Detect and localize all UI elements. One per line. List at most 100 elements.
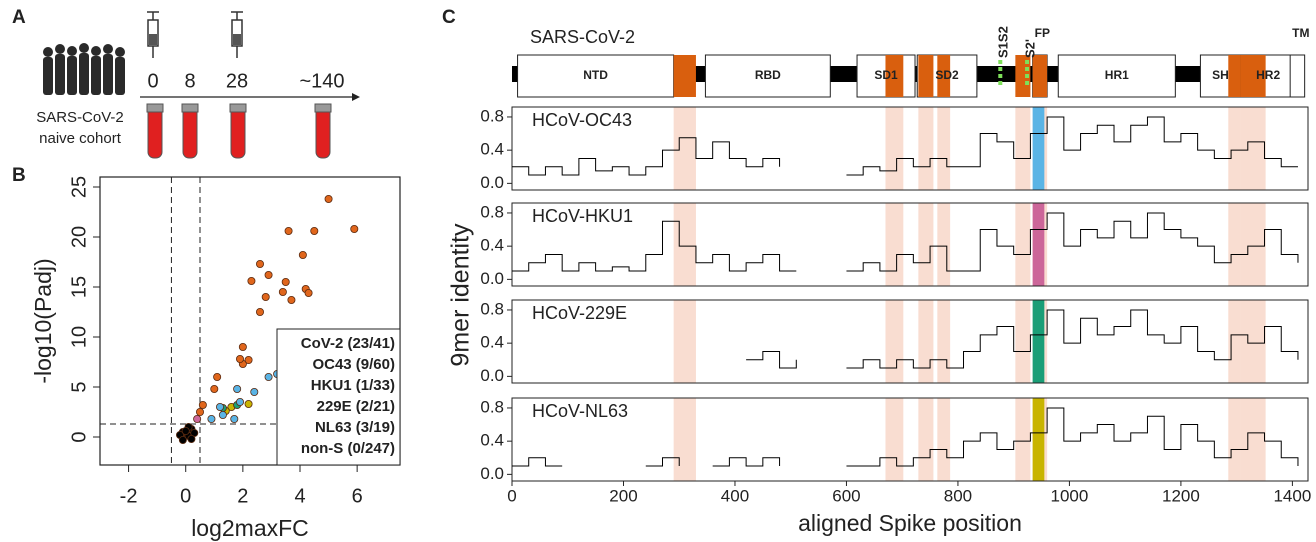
syringe-icon bbox=[147, 11, 243, 58]
region-band bbox=[937, 398, 951, 481]
panel-label: C bbox=[442, 7, 456, 28]
point bbox=[281, 277, 290, 286]
region-band bbox=[1240, 107, 1266, 190]
point bbox=[193, 414, 202, 423]
region-band bbox=[885, 203, 904, 286]
point bbox=[304, 288, 313, 297]
region-band bbox=[918, 300, 934, 383]
x-tick-label: 800 bbox=[944, 486, 972, 505]
x-tick-label: 1000 bbox=[1051, 486, 1089, 505]
point bbox=[261, 292, 270, 301]
region-band bbox=[673, 203, 696, 286]
plot-frame bbox=[511, 106, 1309, 191]
point bbox=[187, 434, 196, 443]
point bbox=[235, 397, 244, 406]
region-band bbox=[673, 300, 696, 383]
timepoint: 8 bbox=[184, 70, 195, 92]
series-label: HCoV-229E bbox=[532, 303, 627, 323]
region-band bbox=[937, 203, 951, 286]
region-band bbox=[1240, 203, 1266, 286]
region-highlight bbox=[1240, 55, 1266, 97]
y-tick-label: 0.4 bbox=[480, 333, 504, 352]
region-band bbox=[1228, 300, 1241, 383]
domain-label: RBD bbox=[755, 68, 781, 82]
point bbox=[207, 414, 216, 423]
region-highlight bbox=[918, 55, 934, 97]
point bbox=[278, 287, 287, 296]
point bbox=[264, 270, 273, 279]
point bbox=[210, 384, 219, 393]
region-highlight bbox=[1032, 55, 1048, 97]
region-band bbox=[885, 398, 904, 481]
point bbox=[250, 387, 259, 396]
point bbox=[264, 372, 273, 381]
x-axis-label: log2maxFC bbox=[191, 515, 309, 541]
region-band bbox=[1228, 107, 1241, 190]
legend-label: 229E (2/21) bbox=[317, 398, 395, 415]
x-tick-label: 1200 bbox=[1162, 486, 1200, 505]
y-tick-label: 0.0 bbox=[480, 464, 504, 483]
x-tick-label: 400 bbox=[721, 486, 749, 505]
domain-box bbox=[704, 54, 831, 98]
y-tick-label: 25 bbox=[68, 176, 90, 198]
cohort-label: naive cohort bbox=[39, 130, 122, 147]
cleavage-label: S1S2 bbox=[996, 26, 1011, 58]
region-band bbox=[1240, 300, 1266, 383]
point bbox=[324, 194, 333, 203]
x-tick-label: 600 bbox=[832, 486, 860, 505]
point bbox=[287, 295, 296, 304]
region-highlight bbox=[673, 55, 696, 97]
point bbox=[233, 384, 242, 393]
y-tick-label: 0.0 bbox=[480, 173, 504, 192]
point bbox=[215, 402, 224, 411]
point bbox=[195, 407, 204, 416]
y-tick-label: 0.8 bbox=[480, 299, 504, 318]
y-tick-label: 0.8 bbox=[480, 106, 504, 125]
point bbox=[255, 307, 264, 316]
domain-box bbox=[1057, 54, 1176, 98]
y-axis-label: -log10(Padj) bbox=[30, 258, 56, 383]
region-band bbox=[1015, 203, 1031, 286]
timepoint: 28 bbox=[226, 70, 248, 92]
y-axis-label: 9mer identity bbox=[447, 223, 475, 367]
point bbox=[310, 226, 319, 235]
point bbox=[238, 342, 247, 351]
region-band bbox=[918, 107, 934, 190]
region-highlight bbox=[1228, 55, 1241, 97]
x-tick-label: 0 bbox=[180, 485, 191, 507]
domain-label: TM bbox=[1292, 26, 1309, 40]
region-band bbox=[1240, 398, 1266, 481]
region-band bbox=[918, 398, 934, 481]
region-band bbox=[1228, 398, 1241, 481]
cohort-label: SARS-CoV-2 bbox=[36, 109, 124, 126]
timepoint: 0 bbox=[147, 70, 158, 92]
domain-label: FP bbox=[1035, 26, 1050, 40]
domain-label: NTD bbox=[583, 68, 608, 82]
point bbox=[255, 259, 264, 268]
region-highlight bbox=[1015, 55, 1031, 97]
domain-label: HR1 bbox=[1105, 68, 1129, 82]
y-tick-label: 0.0 bbox=[480, 269, 504, 288]
point bbox=[244, 355, 253, 364]
fp-band bbox=[1032, 107, 1045, 190]
region-band bbox=[1015, 107, 1031, 190]
series-label: HCoV-HKU1 bbox=[532, 206, 633, 226]
x-tick-label: -2 bbox=[120, 485, 138, 507]
y-tick-label: 0.4 bbox=[480, 431, 504, 450]
series-label: HCoV-OC43 bbox=[532, 110, 632, 130]
point bbox=[213, 372, 222, 381]
domain-box bbox=[1289, 54, 1306, 98]
region-band bbox=[885, 107, 904, 190]
region-band bbox=[1015, 398, 1031, 481]
region-highlight bbox=[937, 55, 951, 97]
cleavage-label: S2' bbox=[1022, 39, 1037, 58]
y-tick-label: 0 bbox=[68, 431, 90, 442]
identity-line bbox=[746, 309, 1299, 369]
timeline-axis bbox=[140, 93, 360, 101]
legend-label: HKU1 (1/33) bbox=[311, 377, 395, 394]
plot-frame bbox=[511, 202, 1309, 287]
identity-line bbox=[512, 212, 1299, 272]
point bbox=[218, 410, 227, 419]
fp-band bbox=[1032, 300, 1045, 383]
